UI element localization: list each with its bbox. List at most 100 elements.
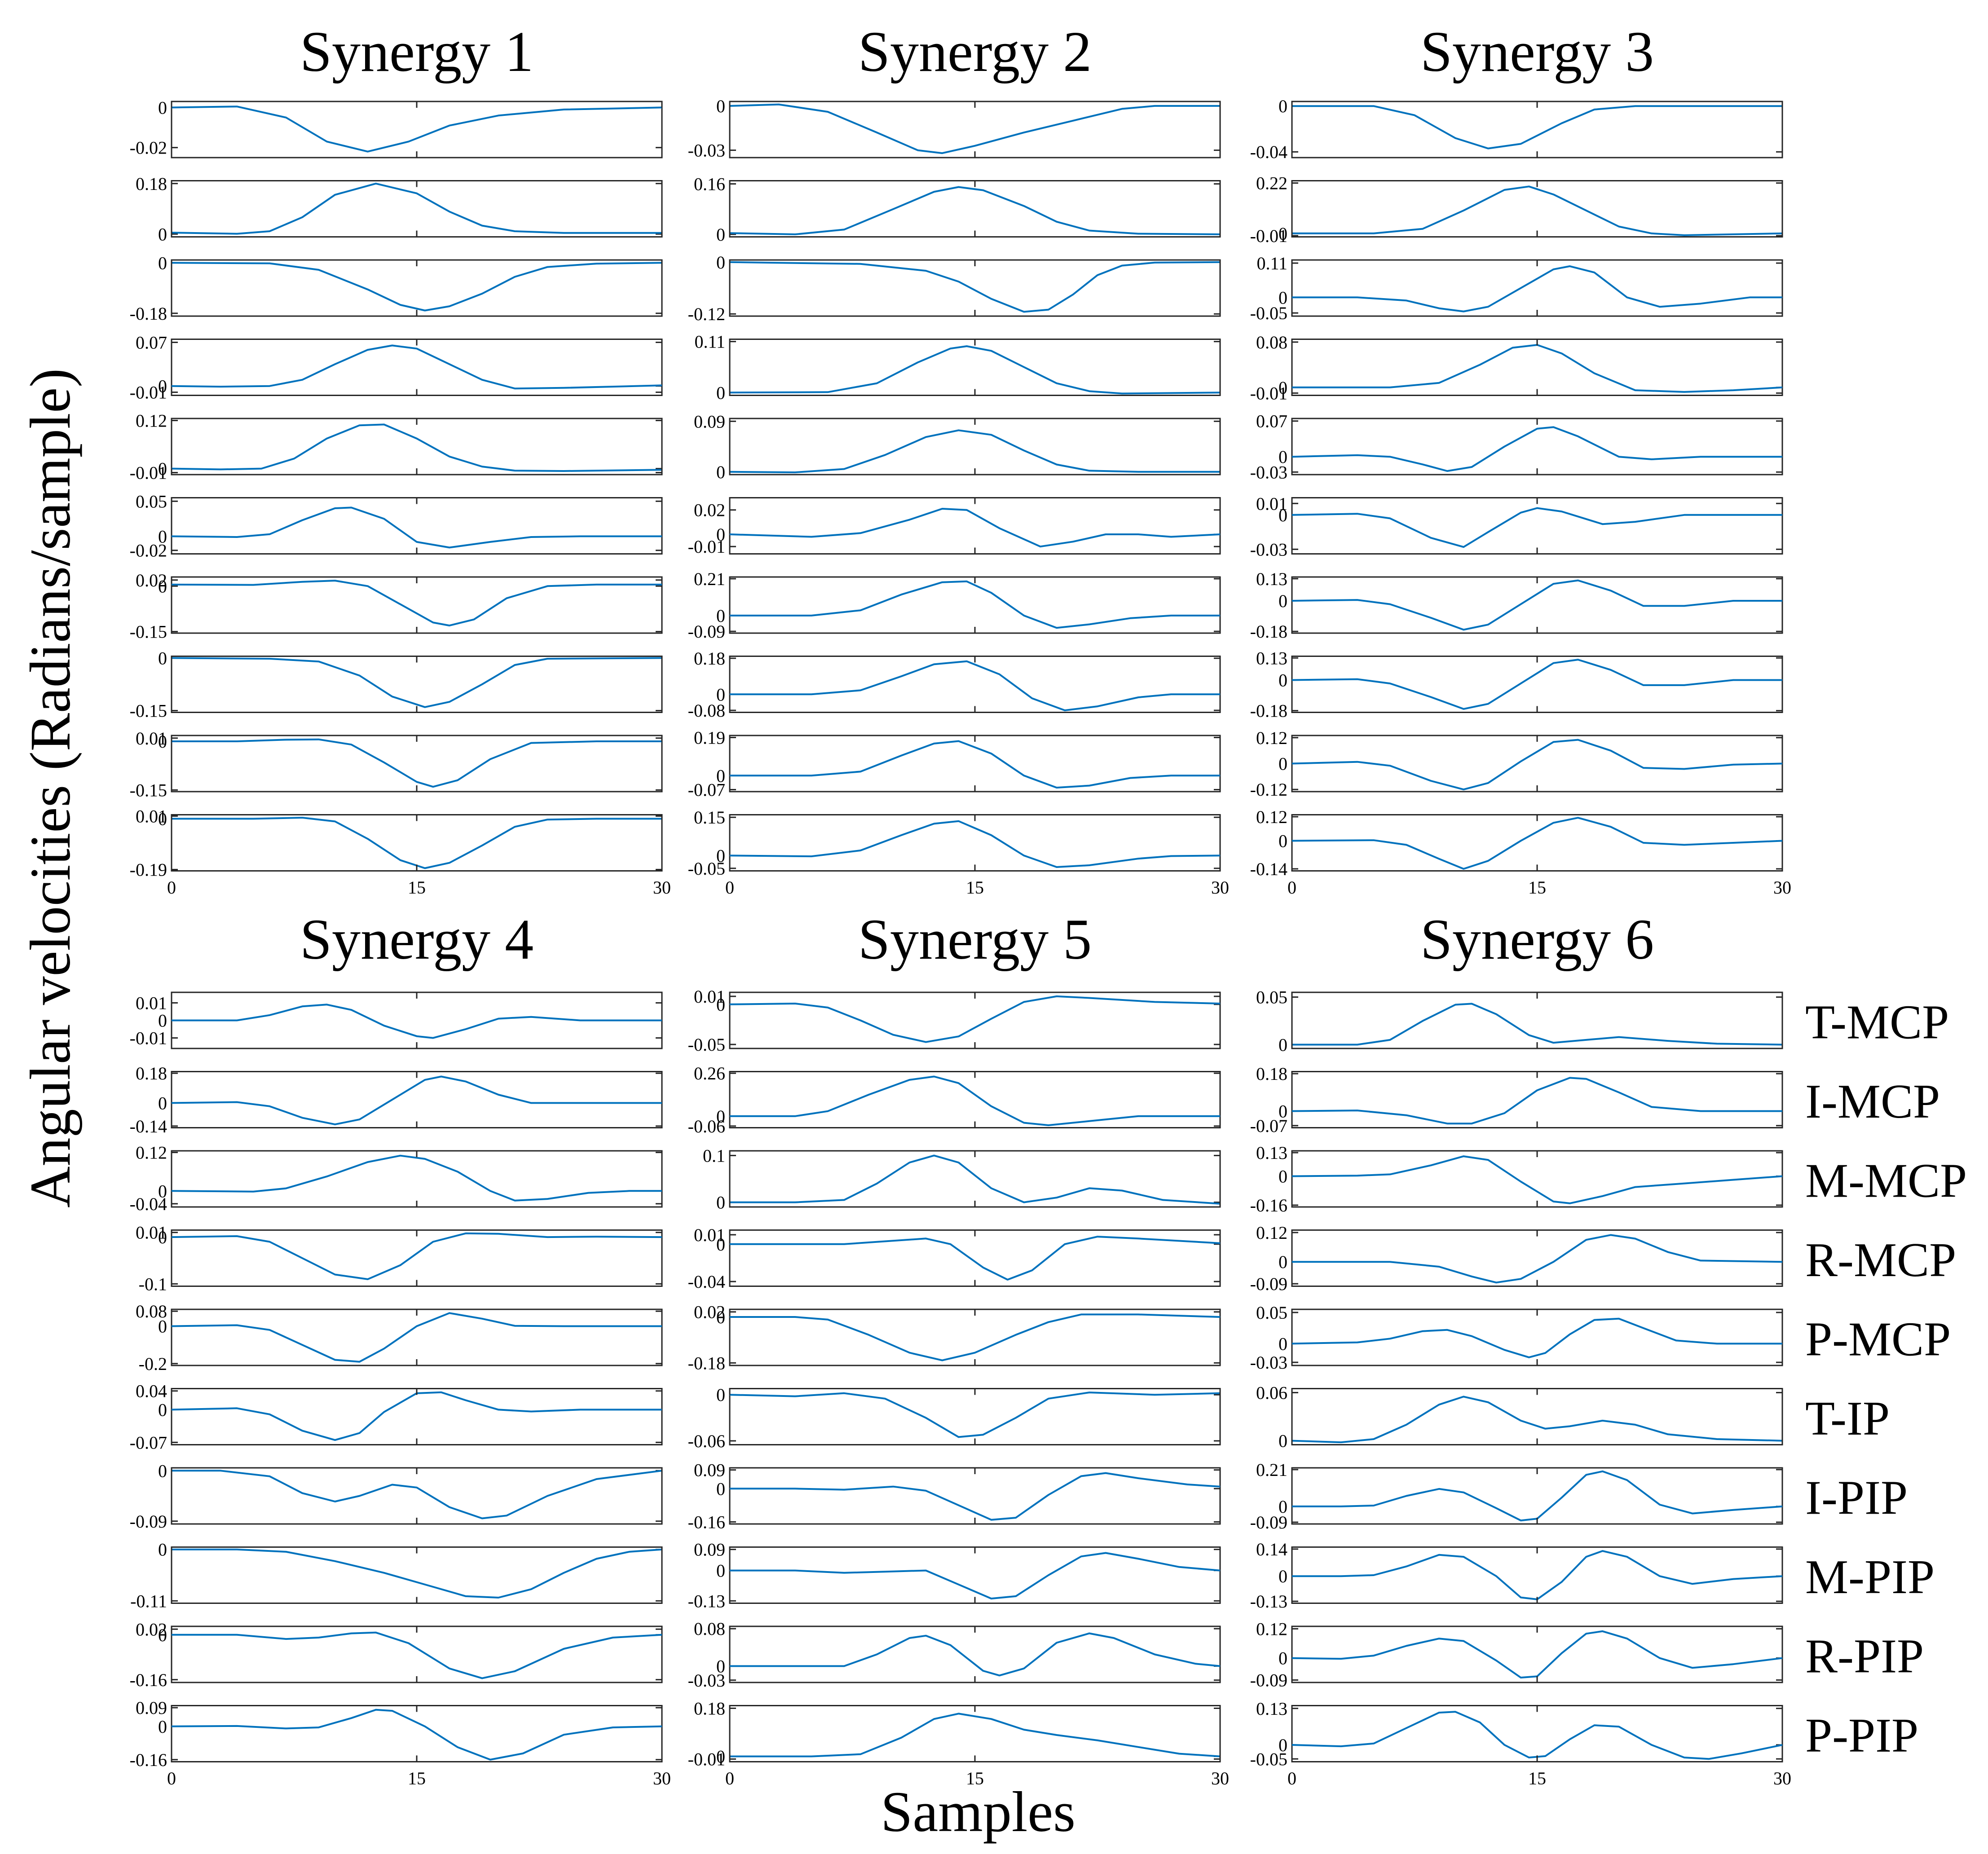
y-tick-label: 0 bbox=[158, 224, 167, 244]
panel-frame bbox=[1291, 1308, 1783, 1366]
y-tick-label: 0.1 bbox=[703, 1145, 725, 1166]
panel-frame bbox=[729, 101, 1221, 159]
y-tick-label: 0.13 bbox=[1256, 569, 1287, 589]
y-tick-label: 0.08 bbox=[1256, 332, 1287, 352]
velocity-curve bbox=[729, 508, 1221, 548]
y-tick-label: 0.18 bbox=[1256, 1064, 1287, 1084]
velocity-curve bbox=[171, 344, 662, 390]
velocity-curve bbox=[171, 506, 662, 549]
y-tick-label: 0 bbox=[158, 1461, 167, 1481]
y-tick-label: -0.1 bbox=[139, 1274, 167, 1294]
panel-frame bbox=[171, 1150, 663, 1208]
y-tick-label: -0.03 bbox=[1250, 462, 1287, 482]
x-tick-label: 15 bbox=[408, 877, 426, 898]
joint-label: T-IP bbox=[1805, 1392, 1890, 1445]
joint-panel: 0.16 0 bbox=[694, 174, 1221, 245]
y-tick-label: 0 bbox=[716, 1747, 725, 1767]
synergy-3: Synergy 30-0.040.220-0.010.110-0.050.080… bbox=[1250, 20, 1791, 898]
synergy-title: Synergy 1 bbox=[300, 20, 533, 84]
y-tick-label: 0.01 bbox=[136, 806, 167, 826]
synergy-title: Synergy 4 bbox=[300, 907, 533, 971]
velocity-curve bbox=[1292, 1155, 1783, 1204]
y-tick-label: -0.03 bbox=[1250, 1352, 1287, 1373]
y-tick-label: 0 bbox=[158, 1317, 167, 1337]
panel-frame bbox=[171, 1705, 663, 1762]
y-tick-label: 0.22 bbox=[1256, 173, 1287, 194]
y-tick-label: 0 bbox=[158, 526, 167, 546]
y-tick-label: -0.09 bbox=[1250, 1512, 1287, 1533]
velocity-curve bbox=[1292, 1234, 1783, 1284]
y-tick-label: 0 bbox=[158, 459, 167, 479]
y-tick-label: -0.06 bbox=[688, 1116, 725, 1136]
velocity-curve bbox=[1292, 1396, 1783, 1444]
y-tick-label: 0 bbox=[716, 766, 725, 786]
y-tick-label: 0 bbox=[158, 1625, 167, 1645]
velocity-curve bbox=[1292, 817, 1783, 870]
x-axis-label: Samples bbox=[881, 1780, 1076, 1844]
panel-frame bbox=[171, 418, 663, 476]
panel-frame bbox=[171, 656, 663, 713]
panel-frame bbox=[171, 814, 663, 872]
y-tick-label: -0.14 bbox=[130, 1116, 167, 1136]
velocity-curve bbox=[1292, 426, 1782, 472]
y-tick-label: 0 bbox=[158, 576, 167, 596]
joint-panel: 0 -0.15 bbox=[130, 648, 663, 721]
y-tick-label: 0.07 bbox=[1256, 411, 1287, 432]
y-tick-label: -0.09 bbox=[688, 621, 725, 642]
joint-panel: 0.080 -0.2 bbox=[136, 1301, 663, 1374]
y-tick-label: 0 bbox=[1278, 591, 1287, 611]
x-tick-label: 30 bbox=[1773, 1768, 1791, 1788]
joint-panel: 0.010 -0.03 bbox=[1250, 493, 1783, 559]
joint-panel: 0.07 0-0.01 bbox=[130, 332, 663, 403]
panel-frame bbox=[729, 735, 1221, 793]
y-tick-label: -0.15 bbox=[130, 622, 167, 642]
y-tick-label: -0.05 bbox=[1250, 1749, 1287, 1769]
joint-panel: 0.02 0-0.01 bbox=[688, 497, 1221, 557]
joint-panel: 0.22 0-0.01 bbox=[1250, 173, 1783, 246]
joint-panel: 0.11 0-0.05 bbox=[1250, 253, 1783, 323]
velocity-curve bbox=[729, 820, 1221, 868]
y-tick-label: 0 bbox=[716, 1106, 725, 1127]
velocity-curve bbox=[172, 1470, 662, 1519]
y-tick-label: 0 bbox=[716, 96, 725, 116]
y-tick-label: 0 bbox=[158, 1400, 167, 1420]
joint-panel: 0.13 0 -0.16 M-MCP bbox=[1250, 1143, 1967, 1215]
y-tick-label: -0.16 bbox=[1250, 1195, 1287, 1215]
synergy-title: Synergy 3 bbox=[1420, 20, 1654, 84]
y-tick-label: 0 bbox=[158, 809, 167, 829]
joint-label: P-MCP bbox=[1805, 1313, 1951, 1366]
panel-frame bbox=[1291, 259, 1783, 317]
synergy-2: Synergy 20-0.030.1600-0.120.1100.0900.02… bbox=[688, 20, 1229, 898]
panel-frame bbox=[171, 180, 663, 238]
y-tick-label: 0.13 bbox=[1256, 1143, 1287, 1163]
y-tick-label: 0.18 bbox=[136, 174, 167, 194]
panel-frame bbox=[1291, 497, 1783, 555]
y-tick-label: 0 bbox=[716, 1385, 725, 1405]
joint-panel: 0.10 bbox=[703, 1145, 1221, 1213]
panel-frame bbox=[171, 576, 663, 634]
panel-frame bbox=[729, 1071, 1221, 1128]
y-tick-label: 0.12 bbox=[1256, 1619, 1287, 1639]
y-tick-label: -0.11 bbox=[130, 1591, 167, 1611]
y-tick-label: -0.2 bbox=[139, 1354, 167, 1374]
y-tick-label: 0.14 bbox=[1256, 1539, 1287, 1559]
y-tick-label: -0.09 bbox=[1250, 1274, 1287, 1294]
joint-panel: 0 -0.18 bbox=[130, 253, 663, 324]
velocity-curve bbox=[171, 1312, 662, 1363]
joint-panel: 0.06 0 T-IP bbox=[1256, 1383, 1890, 1451]
y-tick-label: 0 bbox=[158, 731, 167, 752]
joint-panel: 0.18 0 bbox=[136, 174, 663, 244]
y-tick-label: 0 bbox=[1278, 754, 1287, 774]
y-tick-label: 0.16 bbox=[694, 174, 725, 194]
y-tick-label: 0 bbox=[158, 1717, 167, 1737]
y-tick-label: 0.21 bbox=[694, 569, 725, 589]
y-tick-label: 0.01 bbox=[694, 986, 725, 1007]
velocity-curve bbox=[730, 1713, 1221, 1757]
joint-panel: 0.14 0 -0.13 M-PIP bbox=[1250, 1539, 1935, 1612]
x-tick-label: 30 bbox=[1211, 877, 1229, 898]
x-tick-label: 0 bbox=[1287, 1768, 1296, 1788]
joint-panel: 0.010 -0.05 bbox=[688, 986, 1221, 1055]
y-tick-label: 0.01 bbox=[694, 1225, 725, 1245]
panel-frame bbox=[1291, 1705, 1783, 1762]
